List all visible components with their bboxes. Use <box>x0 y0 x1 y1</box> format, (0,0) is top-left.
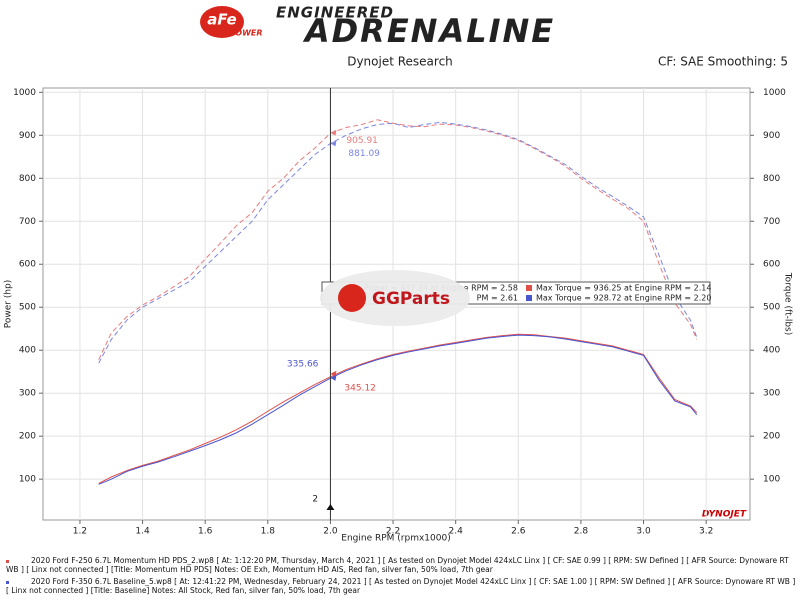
cursor-point <box>330 140 337 147</box>
y2-tick-label: 600 <box>763 260 780 270</box>
x-tick-label: 1.8 <box>261 527 276 537</box>
cursor-point <box>330 129 337 136</box>
stats-marker <box>526 285 532 291</box>
footer-run-1: 2020 Ford F-250 6.7L Momentum HD PDS_2.w… <box>6 556 796 574</box>
x-tick-label: 1.4 <box>135 527 150 537</box>
stats-torque: Max Torque = 928.72 at Engine RPM = 2.20 <box>536 294 711 303</box>
y2-tick-label: 900 <box>763 131 780 141</box>
y-tick-label: 200 <box>19 432 36 442</box>
power-line <box>98 334 698 485</box>
cursor-value-label: 345.12 <box>344 383 376 393</box>
stats-torque: Max Torque = 936.25 at Engine RPM = 2.14 <box>536 284 711 293</box>
y-tick-label: 400 <box>19 346 36 356</box>
dynojet-brand: DYNOJET <box>702 510 747 520</box>
stats-power: PM = 2.61 <box>477 294 518 303</box>
plot-frame <box>42 87 751 521</box>
x-tick-label: 2.2 <box>386 527 400 537</box>
cursor-point <box>330 374 337 381</box>
x-axis-title: Engine RPM (rpmx1000) <box>341 534 450 544</box>
logo-badge <box>200 6 244 38</box>
cursor-value-label: 881.09 <box>348 149 380 159</box>
y2-tick-label: 500 <box>763 303 780 313</box>
y2-tick-label: 700 <box>763 217 780 227</box>
torque-line <box>98 119 698 360</box>
run-marker <box>6 580 9 584</box>
torque-line <box>98 121 698 364</box>
tagline: ENGINEERED <box>276 4 394 22</box>
chart-title: Dynojet Research <box>347 55 453 69</box>
stats-marker <box>526 295 532 301</box>
x-tick-label: 3.2 <box>699 527 713 537</box>
power-line <box>98 333 698 484</box>
watermark-bg <box>320 270 470 326</box>
y-tick-label: 600 <box>19 260 36 270</box>
y2-tick-label: 400 <box>763 346 780 356</box>
run-text: 2020 Ford F-250 6.7L Momentum HD PDS_2.w… <box>6 556 789 574</box>
x-tick-label: 2.8 <box>574 527 589 537</box>
y-tick-label: 1000 <box>13 88 36 98</box>
x-tick-label: 1.6 <box>198 527 213 537</box>
y-tick-label: 300 <box>19 389 36 399</box>
y-tick-label: 100 <box>19 475 36 485</box>
cursor-label: 2 <box>312 495 318 505</box>
logo-brand: aFe <box>207 11 236 29</box>
y-tick-label: 700 <box>19 217 36 227</box>
y-tick-label: 800 <box>19 174 36 184</box>
footer-run-2: 2020 Ford F-350 6.7L Baseline_5.wp8 [ At… <box>6 577 796 595</box>
run-marker <box>6 559 9 563</box>
y2-tick-label: 100 <box>763 475 780 485</box>
y2-axis-title: Torque (ft-lbs) <box>783 272 793 336</box>
cursor-point <box>330 370 337 377</box>
y-tick-label: 500 <box>19 303 36 313</box>
watermark-icon <box>338 284 366 312</box>
x-tick-label: 2.6 <box>511 527 526 537</box>
cursor-arrow <box>326 504 335 510</box>
y2-tick-label: 1000 <box>763 88 786 98</box>
watermark-text: GGParts <box>372 289 450 309</box>
chart: aFe POWER ENGINEERED ADRENALINE Dynojet … <box>4 4 793 544</box>
brand-title: ADRENALINE <box>302 12 555 50</box>
y-axis-title: Power (hp) <box>4 280 14 329</box>
logo-sub: POWER <box>229 29 262 38</box>
y-tick-label: 900 <box>19 131 36 141</box>
x-tick-label: 3.0 <box>636 527 651 537</box>
y2-tick-label: 800 <box>763 174 780 184</box>
cursor-value-label: 335.66 <box>287 359 319 369</box>
x-tick-label: 1.2 <box>73 527 87 537</box>
x-tick-label: 2.0 <box>323 527 338 537</box>
y2-tick-label: 200 <box>763 432 780 442</box>
x-tick-label: 2.4 <box>449 527 464 537</box>
run-text: 2020 Ford F-350 6.7L Baseline_5.wp8 [ At… <box>6 577 796 595</box>
y2-tick-label: 300 <box>763 389 780 399</box>
chart-subtitle: CF: SAE Smoothing: 5 <box>658 55 788 69</box>
cursor-value-label: 905.91 <box>346 136 378 146</box>
